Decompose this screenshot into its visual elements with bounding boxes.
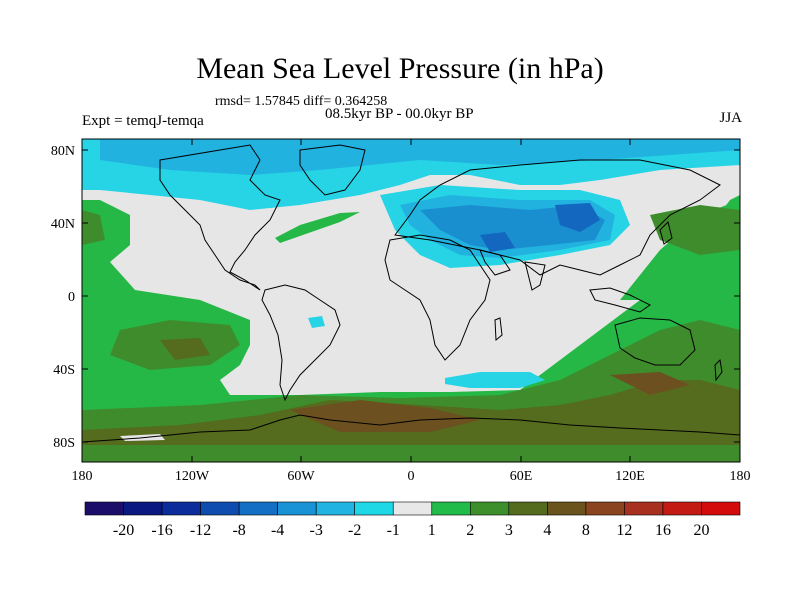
eurasia-deep-blue (555, 203, 600, 232)
colorbar-swatch (469, 501, 510, 516)
lon-tick-label: 0 (408, 469, 415, 484)
lat-tick-label: 0 (68, 290, 75, 305)
longitude-axis: 180 120W 60W 0 60E 120E 180 (72, 139, 751, 484)
pacific-brown (160, 338, 210, 360)
lat-tick-label: 40S (53, 363, 75, 378)
south-america-coast (261, 284, 341, 402)
lat-tick-label: 80N (51, 144, 75, 159)
colorbar-label: -8 (232, 522, 245, 539)
colorbar-swatch (123, 501, 163, 516)
colorbar-label: 2 (466, 522, 474, 539)
plot-title: Mean Sea Level Pressure (in hPa) (196, 52, 604, 85)
lon-tick-label: 120W (175, 469, 210, 484)
arabia-deep-blue (480, 232, 515, 252)
colorbar-swatch (431, 501, 471, 516)
period-label: 08.5kyr BP - 00.0kyr BP (325, 106, 474, 122)
colorbar-swatch (701, 501, 741, 516)
lat-tick-label: 80S (53, 436, 75, 451)
japan-coast (659, 221, 673, 245)
arctic-light-blue (100, 139, 740, 175)
colorbar-swatch (585, 501, 625, 516)
south-indian-brown (610, 372, 690, 395)
colorbar-swatch (238, 501, 278, 516)
experiment-label: Expt = temqJ-temqa (82, 113, 204, 129)
colorbar-swatch (161, 501, 201, 516)
colorbar-swatch (392, 501, 433, 516)
lat-tick-label: 40N (51, 217, 75, 232)
colorbar-label: -2 (348, 522, 361, 539)
antarctica-coast (82, 414, 740, 443)
lon-tick-label: 60W (287, 469, 315, 484)
west-edge-olive (82, 210, 105, 245)
new-zealand-coast (714, 358, 723, 382)
lon-tick-label: 60E (510, 469, 533, 484)
latitude-axis: 80N 40N 0 40S 80S (51, 144, 740, 451)
south-atlantic-cyan (445, 372, 545, 388)
antarctic-dark-core (290, 400, 480, 432)
colorbar-label: 20 (693, 522, 709, 539)
colorbar-label: 12 (616, 522, 632, 539)
season-label: JJA (719, 110, 742, 126)
greenland-coast (299, 144, 366, 196)
australia-coast (614, 317, 696, 366)
india-coast (524, 261, 546, 291)
colorbar-label: -16 (151, 522, 172, 539)
colorbar-label: 4 (543, 522, 551, 539)
west-pacific-olive (650, 205, 740, 255)
colorbar-swatch (547, 501, 587, 516)
colorbar-swatch (508, 501, 548, 516)
colorbar-swatch (354, 501, 394, 516)
north-america-coast (159, 144, 281, 291)
pressure-field (82, 139, 740, 462)
colorbar-label: -4 (271, 522, 284, 539)
colorbar-label: -20 (113, 522, 134, 539)
colorbar-label: 16 (655, 522, 671, 539)
atlantic-green-streak (275, 212, 360, 243)
colorbar-label: -12 (190, 522, 211, 539)
colorbar-swatch (277, 501, 317, 516)
colorbar-label: -3 (310, 522, 323, 539)
madagascar-coast (494, 317, 503, 342)
colorbar-label: 3 (505, 522, 513, 539)
colorbar-label: -1 (387, 522, 400, 539)
colorbar-label: 8 (582, 522, 590, 539)
colorbar-label: 1 (428, 522, 436, 539)
lon-tick-label: 180 (730, 469, 751, 484)
arabia-coast (479, 249, 511, 276)
colorbar-swatch (84, 501, 124, 516)
coastlines (82, 144, 740, 443)
maritime-asia-coast (589, 287, 651, 313)
colorbar: -20 -16 -12 -8 -4 -3 -2 -1 1 2 3 4 8 12 16 20 (84, 501, 741, 539)
lon-tick-label: 180 (72, 469, 93, 484)
stats-label: rmsd= 1.57845 diff= 0.364258 (215, 94, 388, 109)
south-america-cyan (308, 316, 325, 328)
colorbar-swatch (662, 501, 702, 516)
lon-tick-label: 120E (615, 469, 645, 484)
colorbar-swatch (200, 501, 240, 516)
colorbar-swatch (624, 501, 664, 516)
colorbar-swatch (315, 501, 356, 516)
